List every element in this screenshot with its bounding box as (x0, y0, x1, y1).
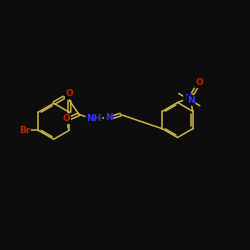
Text: NH: NH (86, 114, 102, 123)
Text: O: O (66, 90, 74, 98)
Text: N: N (105, 112, 112, 122)
Text: Br: Br (19, 126, 30, 135)
Text: O: O (195, 78, 203, 88)
Text: N: N (184, 94, 192, 103)
Text: N: N (187, 96, 194, 105)
Text: O: O (62, 114, 70, 123)
